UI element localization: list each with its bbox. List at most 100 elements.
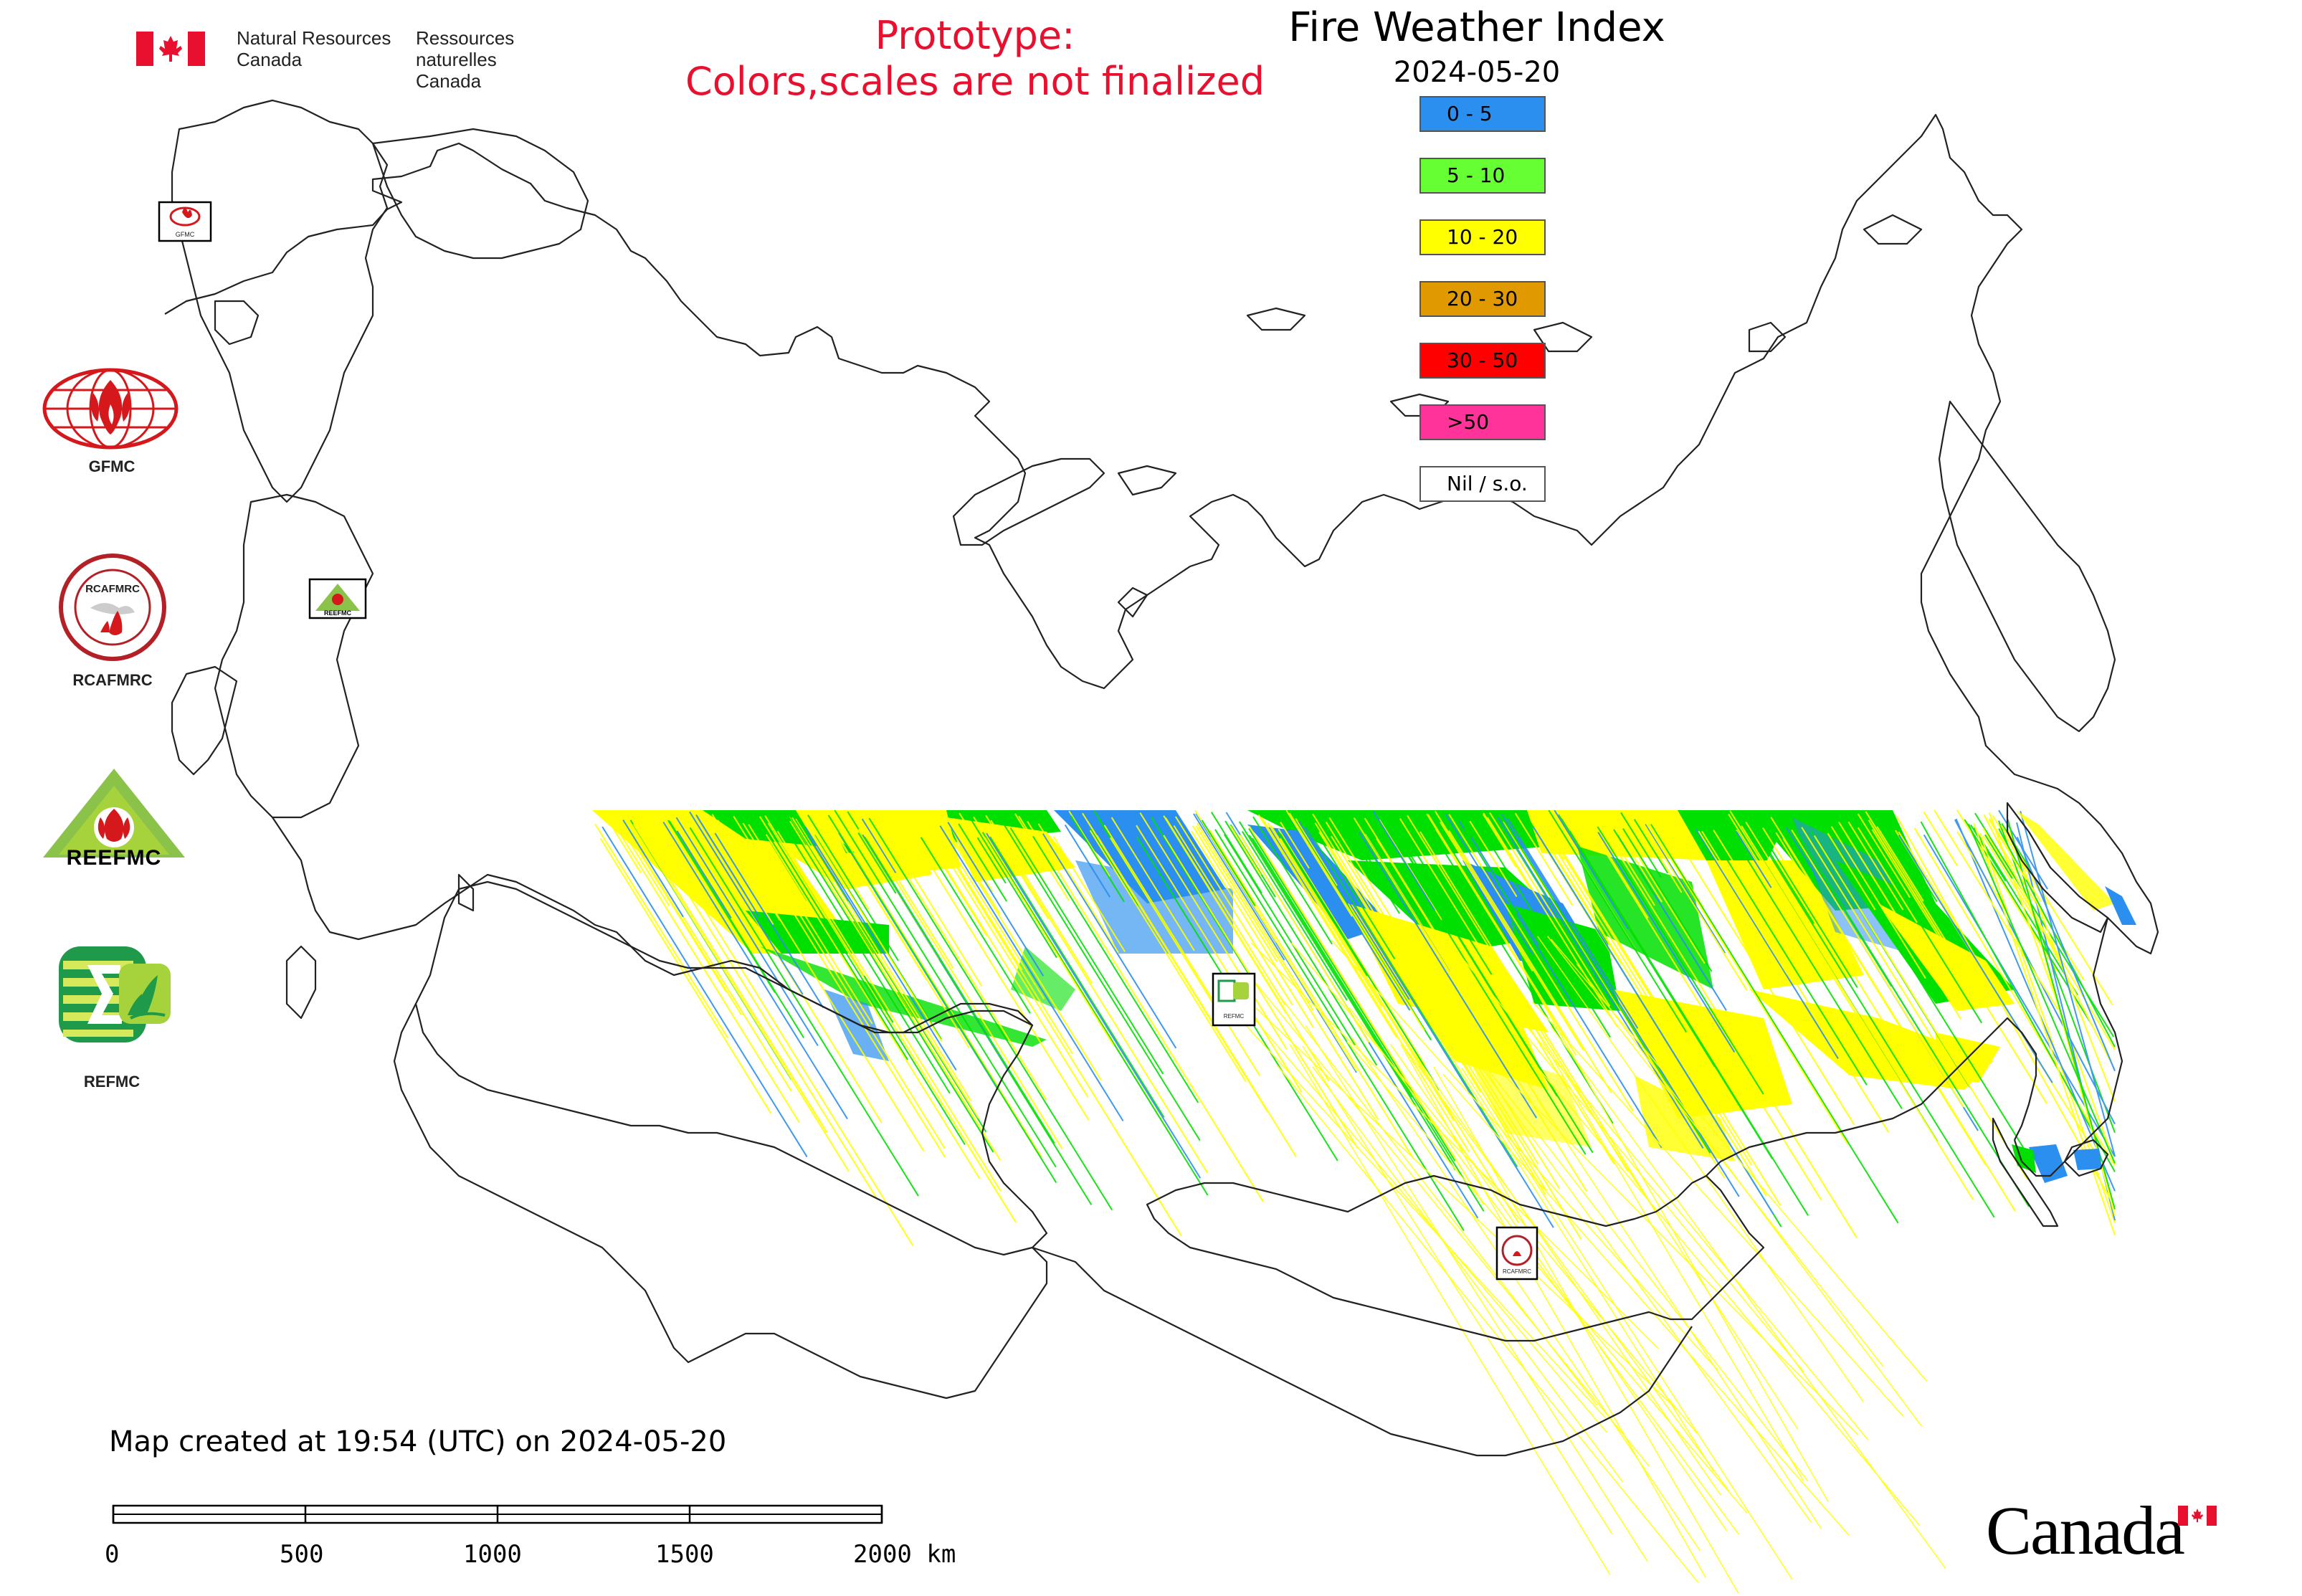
fwi-streak bbox=[817, 827, 870, 911]
fwi-streak bbox=[1342, 816, 1394, 898]
country-boundaries bbox=[164, 99, 2159, 1457]
fwi-streak bbox=[1728, 813, 1794, 919]
fwi-streak bbox=[795, 818, 972, 1102]
fwi-streak bbox=[1087, 821, 1247, 1078]
fwi-streak bbox=[1988, 819, 2027, 880]
reefmc-logo-icon: REEFMC bbox=[43, 769, 185, 870]
fwi-streak bbox=[1230, 824, 1276, 898]
fwi-streak bbox=[804, 826, 957, 1071]
fwi-streak bbox=[1450, 944, 1804, 1373]
fwi-streak bbox=[1298, 821, 1410, 1000]
fwi-streak bbox=[1729, 810, 1866, 1030]
fwi-streak bbox=[801, 815, 943, 1042]
fwi-streak bbox=[1736, 830, 1787, 911]
fwi-streak bbox=[1163, 835, 1359, 1149]
scale-bar-graphic bbox=[112, 1504, 883, 1524]
fwi-streak bbox=[1397, 1028, 1721, 1496]
fwi-streak bbox=[1983, 814, 2116, 1070]
svg-text:GFMC: GFMC bbox=[176, 231, 195, 238]
fwi-streak bbox=[1896, 815, 2116, 1208]
fwi-streak bbox=[1163, 815, 1287, 1013]
fwi-streak bbox=[1380, 812, 1558, 1097]
reefmc-marker[interactable]: REEFMC bbox=[308, 578, 367, 619]
fwi-streak bbox=[986, 832, 1202, 1179]
fwi-streak bbox=[1280, 822, 1310, 869]
fwi-streak bbox=[1646, 836, 1683, 893]
fwi-streak bbox=[1865, 811, 2047, 1104]
rcafmrc-marker[interactable]: RCAFMRC bbox=[1495, 1226, 1538, 1281]
map-title: Fire Weather Index bbox=[1288, 4, 1665, 51]
fwi-streak bbox=[914, 820, 988, 937]
fwi-streak bbox=[1109, 837, 1224, 1020]
fwi-streak bbox=[1358, 831, 1537, 1118]
fwi-streak bbox=[1239, 821, 1457, 1171]
legend-item-2: 10 - 20 bbox=[1419, 219, 1546, 255]
gfmc-marker[interactable]: GFMC bbox=[158, 201, 212, 242]
fwi-streak bbox=[839, 832, 1042, 1157]
fwi-streak bbox=[614, 810, 742, 1015]
fwi-streak bbox=[990, 820, 1093, 984]
rcafmrc-label: RCAFMRC bbox=[72, 671, 153, 689]
fwi-streak bbox=[1305, 1025, 1648, 1562]
fwi-streak bbox=[1351, 822, 1408, 911]
fwi-streak bbox=[742, 822, 946, 1149]
fwi-streak bbox=[1594, 833, 1649, 918]
fwi-streak bbox=[1433, 1066, 1739, 1594]
refmc-marker[interactable]: REFMC bbox=[1212, 972, 1256, 1027]
svg-text:REEFMC: REEFMC bbox=[324, 609, 352, 617]
fwi-streak bbox=[1434, 822, 1483, 900]
fwi-streak bbox=[990, 826, 1050, 920]
fwi-streak bbox=[1248, 974, 1650, 1467]
canada-wordmark-flag-icon bbox=[2178, 1506, 2217, 1526]
fwi-streak bbox=[656, 832, 913, 1246]
fwi-streak bbox=[1469, 820, 1518, 898]
fwi-streak bbox=[1532, 826, 1774, 1215]
fwi-streak bbox=[1830, 826, 1926, 979]
disclaimer-line1: Prototype: bbox=[875, 13, 1075, 58]
fwi-streak bbox=[1276, 830, 1368, 977]
fwi-streak bbox=[1695, 829, 1839, 1059]
fwi-streak bbox=[1923, 834, 2116, 1157]
fwi-streak bbox=[1642, 812, 1849, 1145]
fwi-streak bbox=[1801, 827, 1942, 1053]
fwi-streak bbox=[696, 816, 760, 917]
fwi-streak bbox=[1576, 963, 1923, 1428]
fwi-streak bbox=[864, 836, 1055, 1144]
org-fr-line2: Canada bbox=[416, 70, 482, 92]
fwi-streak bbox=[1400, 1044, 1706, 1578]
fwi-streak bbox=[1270, 825, 1455, 1121]
fwi-streak bbox=[984, 837, 1115, 1046]
org-en-line2: Canada bbox=[237, 49, 303, 70]
canada-wordmark: Canada bbox=[1986, 1491, 2230, 1570]
scale-label-500: 500 bbox=[280, 1540, 324, 1569]
fwi-streak bbox=[1032, 835, 1199, 1103]
fwi-streak bbox=[1070, 815, 1125, 903]
fwi-streak bbox=[989, 836, 1165, 1118]
fwi-streak bbox=[1968, 823, 2116, 1164]
fwi-streak bbox=[1532, 809, 1565, 861]
fwi-streak bbox=[1260, 817, 1470, 1152]
fwi-streak bbox=[632, 823, 850, 1172]
fwi-streak bbox=[748, 824, 873, 1025]
legend-item-5: >50 bbox=[1419, 404, 1546, 440]
fwi-streak bbox=[1923, 811, 1958, 867]
fwi-streak bbox=[1554, 809, 1630, 930]
legend-item-3: 20 - 30 bbox=[1419, 281, 1546, 317]
fwi-streak bbox=[1698, 830, 1789, 975]
fwi-streak bbox=[947, 822, 1045, 977]
fwi-streak bbox=[1498, 820, 1596, 976]
fwi-patch-sakhalin-blue bbox=[2105, 886, 2136, 925]
fwi-streak bbox=[1785, 814, 2030, 1207]
prototype-disclaimer: Prototype: Colors,scales are not finaliz… bbox=[645, 13, 1305, 105]
fwi-streak bbox=[1550, 1025, 1946, 1569]
fwi-streak bbox=[1857, 813, 1911, 898]
fwi-streak bbox=[1173, 825, 1286, 1006]
fwi-streak bbox=[1508, 828, 1581, 945]
fwi-streak bbox=[1279, 833, 1440, 1091]
fwi-streak bbox=[1661, 814, 1855, 1126]
fwi-streak bbox=[1139, 812, 1288, 1050]
fwi-streak bbox=[1349, 1007, 1739, 1535]
fwi-streak bbox=[1288, 812, 1425, 1031]
fwi-streak bbox=[1419, 831, 1657, 1213]
scale-label-1000: 1000 bbox=[463, 1540, 522, 1569]
